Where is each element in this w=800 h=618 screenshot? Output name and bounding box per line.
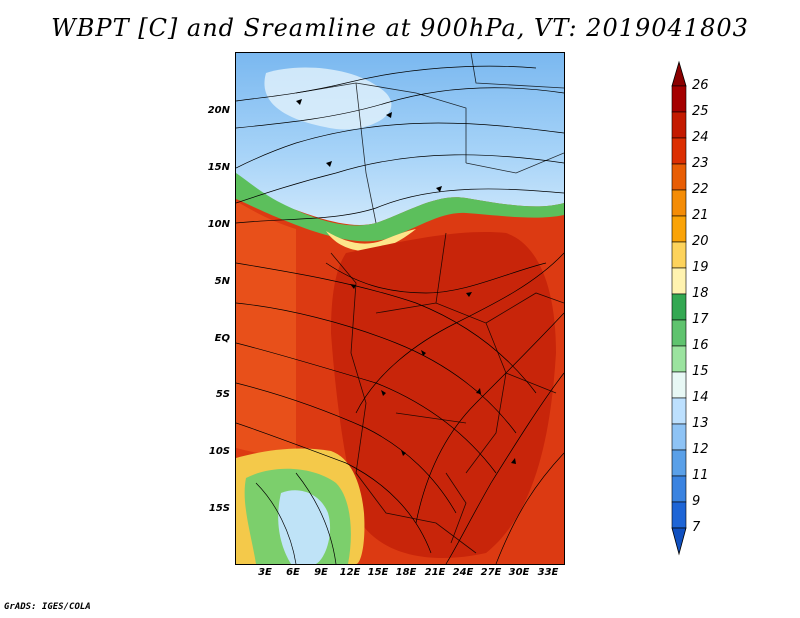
- colorbar-label: 15: [692, 364, 709, 379]
- colorbar-swatch: [671, 423, 687, 451]
- colorbar-swatch: [671, 475, 687, 503]
- lon-label: 6E: [286, 567, 300, 578]
- colorbar-top-arrow: [671, 60, 687, 87]
- colorbar-label: 7: [692, 520, 701, 535]
- lat-label: 10N: [207, 219, 230, 230]
- lon-label: 30E: [508, 567, 530, 578]
- colorbar-swatch: [671, 189, 687, 217]
- lon-label: 33E: [537, 567, 559, 578]
- colorbar-swatch: [671, 137, 687, 165]
- colorbar-label: 16: [692, 338, 709, 353]
- warm-core: [331, 232, 556, 558]
- colorbar-label: 22: [692, 182, 709, 197]
- borders: [295, 53, 564, 554]
- colorbar-swatch: [671, 215, 687, 243]
- lat-label: 20N: [207, 105, 230, 116]
- colorbar-label: 26: [692, 78, 709, 93]
- lon-label: 27E: [480, 567, 502, 578]
- colorbar-label: 12: [692, 442, 709, 457]
- colorbar-swatch: [671, 85, 687, 113]
- colorbar-bottom-arrow: [671, 527, 687, 556]
- lon-label: 9E: [314, 567, 328, 578]
- colorbar: [671, 60, 687, 556]
- colorbar-swatch: [671, 111, 687, 139]
- colorbar-swatch: [671, 267, 687, 295]
- lon-label: 15E: [367, 567, 389, 578]
- lon-label: 21E: [424, 567, 446, 578]
- lon-label: 24E: [452, 567, 474, 578]
- colorbar-label: 19: [692, 260, 709, 275]
- colorbar-label: 11: [692, 468, 709, 483]
- colorbar-label: 23: [692, 156, 709, 171]
- lat-label: 5S: [215, 389, 230, 400]
- lon-label: 3E: [258, 567, 272, 578]
- lat-label: EQ: [214, 333, 230, 344]
- colorbar-swatch: [671, 345, 687, 373]
- streamlines: [236, 65, 564, 564]
- lat-label: 15S: [208, 503, 230, 514]
- lon-label: 18E: [395, 567, 417, 578]
- yellow-strip: [326, 229, 416, 252]
- colorbar-swatch: [671, 293, 687, 321]
- colorbar-swatch: [671, 397, 687, 425]
- colorbar-label: 20: [692, 234, 709, 249]
- stream-arrows: [296, 99, 516, 464]
- colorbar-swatch: [671, 449, 687, 477]
- west-band: [236, 201, 296, 456]
- lat-label: 15N: [207, 162, 230, 173]
- lat-label: 10S: [208, 446, 230, 457]
- transition-band: [236, 173, 564, 242]
- colorbar-swatch: [671, 371, 687, 399]
- credit-text: GrADS: IGES/COLA: [4, 602, 91, 612]
- colorbar-swatch: [671, 163, 687, 191]
- colorbar-label: 25: [692, 104, 709, 119]
- lat-label: 5N: [214, 276, 230, 287]
- wbpt-map: [236, 53, 564, 564]
- chart-title: WBPT [C] and Sreamline at 900hPa, VT: 20…: [51, 14, 749, 42]
- colorbar-label: 13: [692, 416, 709, 431]
- colorbar-label: 17: [692, 312, 709, 327]
- southwest-blue: [278, 490, 331, 564]
- lon-label: 12E: [339, 567, 361, 578]
- colorbar-label: 21: [692, 208, 709, 223]
- colorbar-swatch: [671, 319, 687, 347]
- map-panel: [235, 52, 565, 565]
- colorbar-label: 9: [692, 494, 701, 509]
- colorbar-label: 24: [692, 130, 709, 145]
- colorbar-label: 14: [692, 390, 709, 405]
- colorbar-swatch: [671, 501, 687, 529]
- colorbar-label: 18: [692, 286, 709, 301]
- colorbar-swatch: [671, 241, 687, 269]
